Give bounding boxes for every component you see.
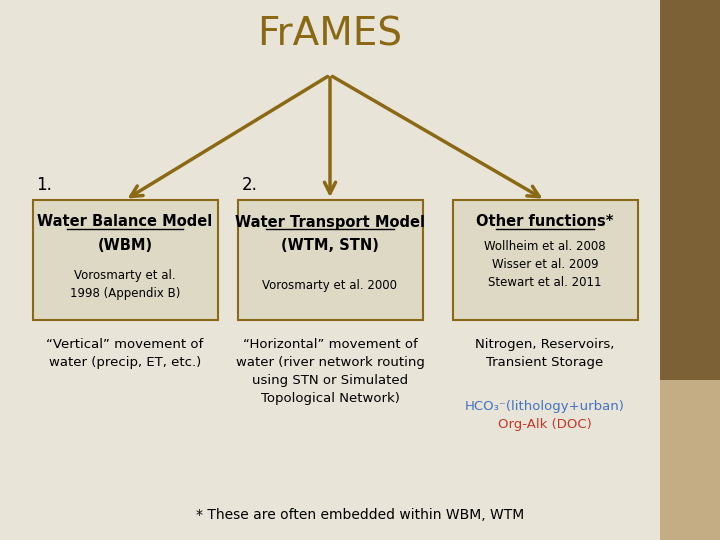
Bar	[32, 200, 217, 320]
Text: Water Balance Model: Water Balance Model	[37, 214, 212, 230]
Text: Vorosmarty et al.
1998 (Appendix B): Vorosmarty et al. 1998 (Appendix B)	[70, 269, 180, 300]
Text: Wollheim et al. 2008
Wisser et al. 2009
Stewart et al. 2011: Wollheim et al. 2008 Wisser et al. 2009 …	[484, 240, 606, 289]
Text: “Horizontal” movement of
water (river network routing
using STN or Simulated
Top: “Horizontal” movement of water (river ne…	[235, 338, 424, 405]
Bar	[660, 380, 720, 540]
Text: * These are often embedded within WBM, WTM: * These are often embedded within WBM, W…	[196, 508, 524, 522]
Text: (WTM, STN): (WTM, STN)	[281, 239, 379, 253]
Text: 2.: 2.	[241, 176, 257, 194]
Text: Nitrogen, Reservoirs,
Transient Storage: Nitrogen, Reservoirs, Transient Storage	[475, 338, 615, 369]
Text: 1.: 1.	[37, 176, 53, 194]
Text: Other functions*: Other functions*	[476, 214, 613, 230]
Text: “Vertical” movement of
water (precip, ET, etc.): “Vertical” movement of water (precip, ET…	[46, 338, 204, 369]
Bar	[660, 0, 720, 540]
Bar	[452, 200, 637, 320]
Text: Water Transport Model: Water Transport Model	[235, 214, 425, 230]
Text: (WBM): (WBM)	[97, 239, 153, 253]
Text: Vorosmarty et al. 2000: Vorosmarty et al. 2000	[263, 279, 397, 292]
Text: Org-Alk (DOC): Org-Alk (DOC)	[498, 418, 592, 431]
Bar	[238, 200, 423, 320]
Text: HCO₃⁻(lithology+urban): HCO₃⁻(lithology+urban)	[465, 400, 625, 413]
Text: FrAMES: FrAMES	[258, 16, 402, 54]
